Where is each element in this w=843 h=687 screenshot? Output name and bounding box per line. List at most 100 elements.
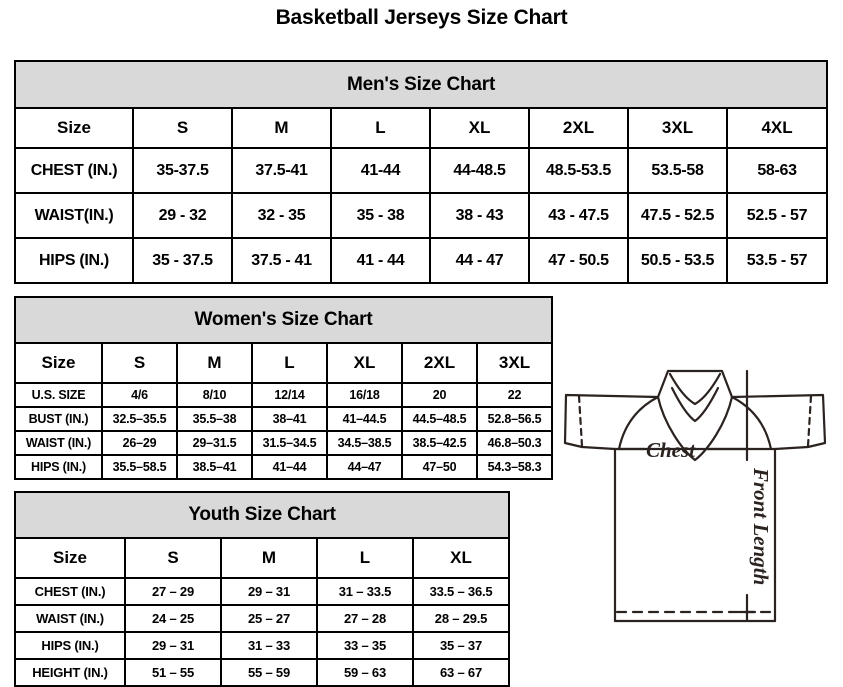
womens-waist-xl: 34.5–38.5 (326, 430, 403, 456)
womens-column-header-2xl: 2XL (401, 342, 478, 384)
womens-hips-3xl: 54.3–58.3 (475, 454, 554, 480)
youth-row-label-height: HEIGHT (IN.) (14, 658, 126, 687)
table-header-row: Size S M L XL 2XL 3XL (14, 342, 554, 384)
mens-column-header-m: M (231, 107, 332, 149)
mens-waist-2xl: 43 - 47.5 (528, 192, 629, 239)
mens-column-header-size: Size (14, 107, 134, 149)
womens-bust-m: 35.5–38 (176, 406, 253, 432)
table-row: HEIGHT (IN.) 51 – 55 55 – 59 59 – 63 63 … (14, 658, 511, 687)
mens-column-header-xl: XL (429, 107, 530, 149)
mens-row-label-hips: HIPS (IN.) (14, 237, 134, 284)
youth-section-title: Youth Size Chart (13, 491, 511, 539)
youth-size-chart-table: Youth Size Chart Size S M L XL CHEST (IN… (13, 491, 511, 687)
mens-hips-4xl: 53.5 - 57 (725, 237, 829, 284)
womens-waist-3xl: 46.8–50.3 (475, 430, 554, 456)
left-shoulder-curve (617, 395, 660, 451)
youth-row-label-waist: WAIST (IN.) (14, 604, 126, 633)
womens-waist-l: 31.5–34.5 (251, 430, 328, 456)
womens-us-size-m: 8/10 (176, 382, 253, 408)
mens-row-label-waist: WAIST(IN.) (14, 192, 134, 239)
mens-chest-xl: 44-48.5 (429, 147, 530, 194)
womens-hips-s: 35.5–58.5 (101, 454, 178, 480)
womens-bust-s: 32.5–35.5 (101, 406, 178, 432)
womens-hips-xl: 44–47 (326, 454, 403, 480)
mens-chest-m: 37.5-41 (231, 147, 332, 194)
mens-chest-2xl: 48.5-53.5 (528, 147, 629, 194)
mens-column-header-4xl: 4XL (725, 107, 829, 149)
table-row: CHEST (IN.) 27 – 29 29 – 31 31 – 33.5 33… (14, 577, 511, 606)
womens-column-header-m: M (176, 342, 253, 384)
womens-column-header-l: L (251, 342, 328, 384)
womens-column-header-s: S (101, 342, 178, 384)
youth-column-header-xl: XL (411, 537, 511, 579)
mens-section-title: Men's Size Chart (13, 60, 829, 109)
mens-column-header-2xl: 2XL (528, 107, 629, 149)
mens-hips-l: 41 - 44 (330, 237, 431, 284)
womens-hips-m: 38.5–41 (176, 454, 253, 480)
womens-us-size-3xl: 22 (475, 382, 554, 408)
youth-height-l: 59 – 63 (316, 658, 414, 687)
left-cuff-dashed-line (577, 394, 584, 448)
youth-chest-s: 27 – 29 (124, 577, 222, 606)
table-row: HIPS (IN.) 35 - 37.5 37.5 - 41 41 - 44 4… (14, 237, 829, 284)
womens-row-label-us-size: U.S. SIZE (14, 382, 103, 408)
mens-waist-xl: 38 - 43 (429, 192, 530, 239)
left-sleeve-outline (563, 393, 660, 451)
youth-column-header-l: L (316, 537, 414, 579)
youth-chest-m: 29 – 31 (220, 577, 318, 606)
youth-waist-m: 25 – 27 (220, 604, 318, 633)
mens-chest-4xl: 58-63 (725, 147, 829, 194)
womens-bust-3xl: 52.8–56.5 (475, 406, 554, 432)
mens-hips-2xl: 47 - 50.5 (528, 237, 629, 284)
neckline-outer (656, 369, 734, 462)
womens-us-size-l: 12/14 (251, 382, 328, 408)
table-section-header-row: Women's Size Chart (13, 296, 554, 344)
mens-chest-s: 35-37.5 (132, 147, 233, 194)
womens-hips-l: 41–44 (251, 454, 328, 480)
youth-column-header-s: S (124, 537, 222, 579)
mens-hips-m: 37.5 - 41 (231, 237, 332, 284)
table-row: WAIST(IN.) 29 - 32 32 - 35 35 - 38 38 - … (14, 192, 829, 239)
youth-waist-s: 24 – 25 (124, 604, 222, 633)
womens-row-label-waist: WAIST (IN.) (14, 430, 103, 456)
youth-hips-m: 31 – 33 (220, 631, 318, 660)
mens-hips-s: 35 - 37.5 (132, 237, 233, 284)
womens-waist-s: 26–29 (101, 430, 178, 456)
table-row: WAIST (IN.) 26–29 29–31.5 31.5–34.5 34.5… (14, 430, 554, 456)
womens-bust-l: 38–41 (251, 406, 328, 432)
womens-us-size-s: 4/6 (101, 382, 178, 408)
table-row: WAIST (IN.) 24 – 25 25 – 27 27 – 28 28 –… (14, 604, 511, 633)
youth-height-xl: 63 – 67 (411, 658, 511, 687)
mens-column-header-l: L (330, 107, 431, 149)
womens-row-label-hips: HIPS (IN.) (14, 454, 103, 480)
youth-row-label-hips: HIPS (IN.) (14, 631, 126, 660)
youth-column-header-m: M (220, 537, 318, 579)
mens-waist-l: 35 - 38 (330, 192, 431, 239)
mens-hips-xl: 44 - 47 (429, 237, 530, 284)
womens-bust-2xl: 44.5–48.5 (401, 406, 478, 432)
table-row: CHEST (IN.) 35-37.5 37.5-41 41-44 44-48.… (14, 147, 829, 194)
mens-waist-m: 32 - 35 (231, 192, 332, 239)
jersey-measurement-diagram: Chest Front Length (520, 340, 843, 679)
table-header-row: Size S M L XL (14, 537, 511, 579)
womens-us-size-xl: 16/18 (326, 382, 403, 408)
womens-bust-xl: 41–44.5 (326, 406, 403, 432)
right-shoulder-curve (730, 395, 773, 451)
front-length-measurement-label: Front Length (749, 467, 773, 585)
youth-hips-xl: 35 – 37 (411, 631, 511, 660)
collar-inner-curve-1 (668, 372, 722, 406)
youth-chest-xl: 33.5 – 36.5 (411, 577, 511, 606)
womens-column-header-size: Size (14, 342, 103, 384)
table-section-header-row: Youth Size Chart (13, 491, 511, 539)
womens-row-label-bust: BUST (IN.) (14, 406, 103, 432)
youth-hips-s: 29 – 31 (124, 631, 222, 660)
mens-size-chart-table: Men's Size Chart Size S M L XL 2XL 3XL 4… (13, 60, 829, 284)
womens-hips-2xl: 47–50 (401, 454, 478, 480)
womens-us-size-2xl: 20 (401, 382, 478, 408)
mens-column-header-3xl: 3XL (627, 107, 728, 149)
right-sleeve-outline (730, 393, 827, 451)
youth-height-s: 51 – 55 (124, 658, 222, 687)
table-header-row: Size S M L XL 2XL 3XL 4XL (14, 107, 829, 149)
mens-waist-4xl: 52.5 - 57 (725, 192, 829, 239)
youth-waist-l: 27 – 28 (316, 604, 414, 633)
